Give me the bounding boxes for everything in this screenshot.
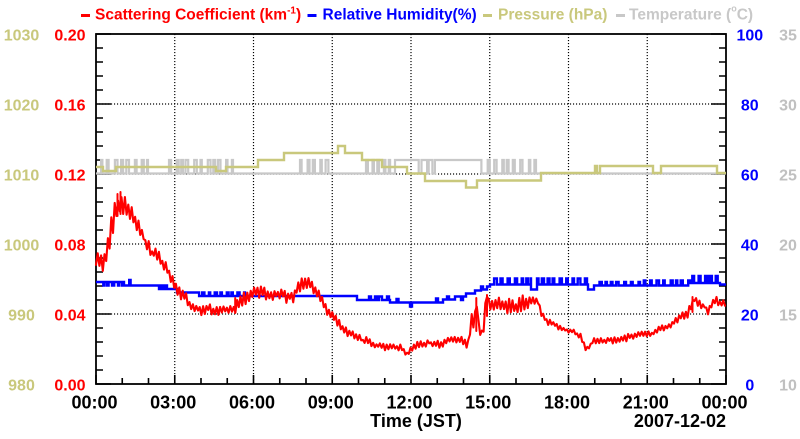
svg-text:0.08: 0.08 bbox=[54, 238, 85, 255]
svg-text:0.16: 0.16 bbox=[54, 98, 85, 115]
svg-text:100: 100 bbox=[736, 28, 763, 45]
svg-text:0.04: 0.04 bbox=[54, 308, 85, 325]
svg-text:12:00: 12:00 bbox=[386, 393, 432, 413]
svg-text:0: 0 bbox=[745, 378, 754, 395]
svg-text:20: 20 bbox=[779, 238, 797, 255]
svg-text:60: 60 bbox=[741, 168, 759, 185]
svg-text:0.00: 0.00 bbox=[54, 378, 85, 395]
svg-text:Time (JST): Time (JST) bbox=[370, 411, 462, 431]
svg-text:00:00: 00:00 bbox=[701, 393, 747, 413]
svg-text:1000: 1000 bbox=[4, 238, 40, 255]
svg-text:990: 990 bbox=[8, 308, 35, 325]
svg-text:00:00: 00:00 bbox=[71, 393, 117, 413]
svg-text:30: 30 bbox=[779, 98, 797, 115]
svg-text:03:00: 03:00 bbox=[150, 393, 196, 413]
svg-text:35: 35 bbox=[779, 28, 797, 45]
svg-text:Temperature (oC): Temperature (oC) bbox=[629, 4, 753, 24]
svg-text:0.20: 0.20 bbox=[54, 28, 85, 45]
svg-text:1010: 1010 bbox=[4, 168, 40, 185]
svg-text:09:00: 09:00 bbox=[308, 393, 354, 413]
svg-text:20: 20 bbox=[741, 308, 759, 325]
svg-text:80: 80 bbox=[741, 98, 759, 115]
svg-text:980: 980 bbox=[8, 378, 35, 395]
svg-text:40: 40 bbox=[741, 238, 759, 255]
svg-text:15:00: 15:00 bbox=[465, 393, 511, 413]
svg-text:10: 10 bbox=[779, 378, 797, 395]
svg-text:1020: 1020 bbox=[4, 98, 40, 115]
svg-text:Scattering Coefficient (km-1): Scattering Coefficient (km-1) bbox=[95, 6, 301, 24]
svg-text:18:00: 18:00 bbox=[544, 393, 590, 413]
svg-text:2007-12-02: 2007-12-02 bbox=[634, 411, 726, 431]
svg-text:Relative Humidity(%): Relative Humidity(%) bbox=[323, 7, 477, 24]
svg-text:25: 25 bbox=[779, 168, 797, 185]
svg-text:15: 15 bbox=[779, 308, 797, 325]
svg-text:1030: 1030 bbox=[4, 28, 40, 45]
svg-text:0.12: 0.12 bbox=[54, 168, 85, 185]
svg-text:Pressure (hPa): Pressure (hPa) bbox=[498, 7, 607, 24]
svg-text:06:00: 06:00 bbox=[229, 393, 275, 413]
svg-text:21:00: 21:00 bbox=[623, 393, 669, 413]
